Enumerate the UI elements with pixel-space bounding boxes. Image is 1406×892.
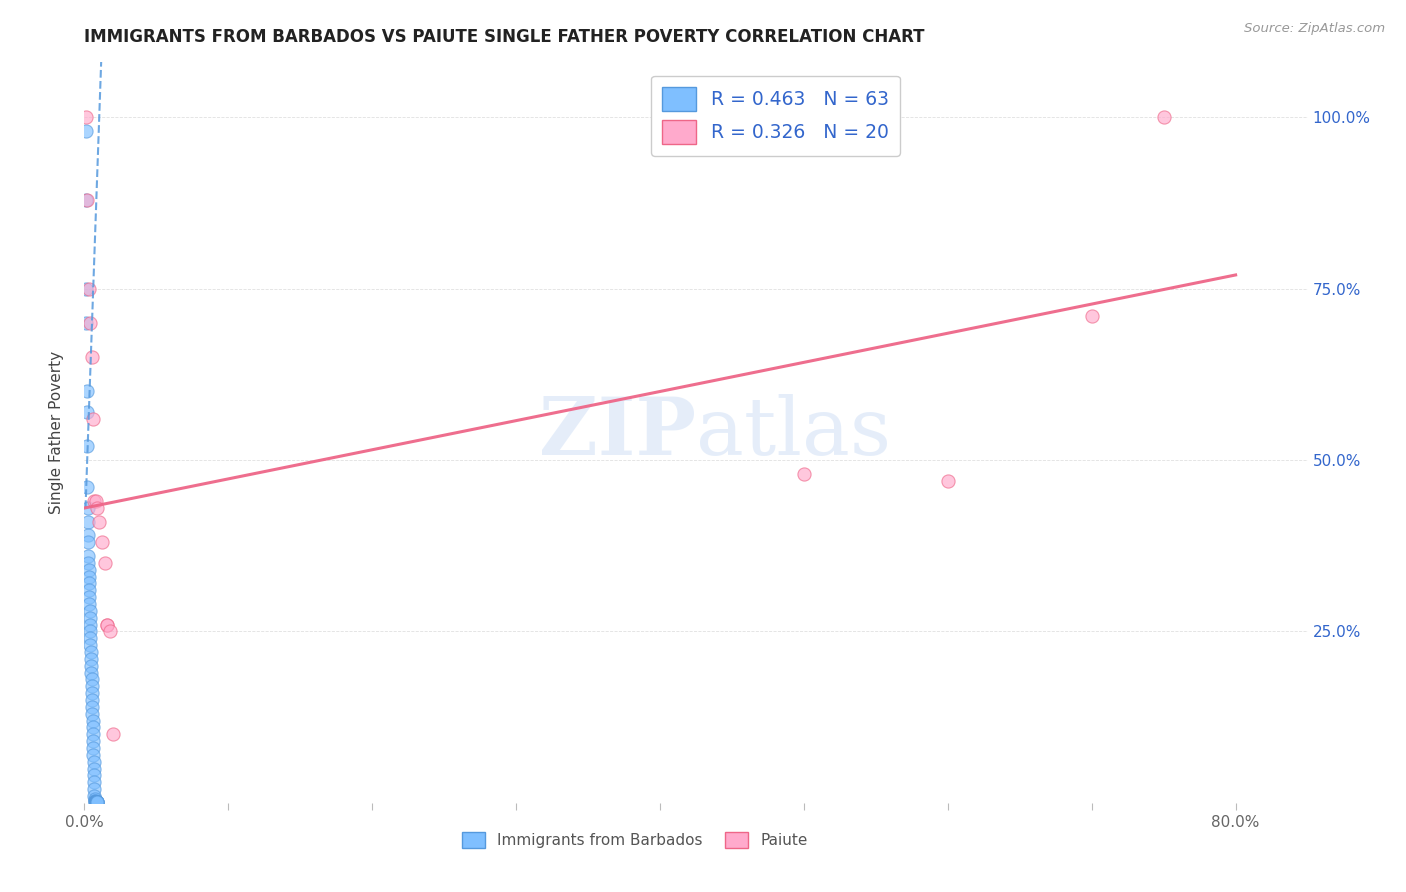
Point [77,549,100,563]
Point [79,638,101,652]
Point [86,501,108,516]
Point [75,316,97,330]
Point [82,734,104,748]
Point [77,282,100,296]
Point [84,794,107,808]
Point [77,569,100,583]
Point [79,597,101,611]
Point [86,795,108,809]
Point [936,474,959,488]
Point [76,405,98,419]
Text: IMMIGRANTS FROM BARBADOS VS PAIUTE SINGLE FATHER POVERTY CORRELATION CHART: IMMIGRANTS FROM BARBADOS VS PAIUTE SINGL… [84,28,925,45]
Point [84,795,107,809]
Point [75,193,97,207]
Point [79,604,101,618]
Point [80,658,103,673]
Point [75,110,97,124]
Point [83,775,105,789]
Point [84,494,107,508]
Point [82,412,104,426]
Point [82,727,104,741]
Point [80,679,103,693]
Point [80,350,103,364]
Point [76,193,98,207]
Point [87,515,110,529]
Point [77,535,100,549]
Point [79,624,101,639]
Point [1080,309,1102,323]
Point [80,645,103,659]
Point [80,665,103,680]
Point [83,794,105,808]
Point [83,782,105,797]
Point [84,795,107,809]
Point [80,652,103,666]
Point [1153,110,1175,124]
Text: ZIP: ZIP [538,393,696,472]
Point [79,617,101,632]
Point [98,624,121,639]
Point [76,501,98,516]
Point [84,795,107,809]
Point [93,556,115,570]
Point [83,789,105,803]
Point [77,563,100,577]
Legend: Immigrants from Barbados, Paiute: Immigrants from Barbados, Paiute [456,826,814,855]
Point [82,706,104,721]
Point [86,795,108,809]
Point [86,795,108,809]
Point [84,795,107,809]
Point [86,795,108,809]
Point [84,795,107,809]
Point [793,467,815,481]
Point [84,795,107,809]
Point [80,673,103,687]
Text: Source: ZipAtlas.com: Source: ZipAtlas.com [1244,22,1385,36]
Point [82,720,104,734]
Point [77,528,100,542]
Point [79,590,101,604]
Point [86,795,108,809]
Point [75,282,97,296]
Point [82,714,104,728]
Point [79,632,101,646]
Point [83,494,105,508]
Point [84,795,107,809]
Point [83,792,105,806]
Point [77,556,100,570]
Point [77,583,100,598]
Point [90,535,112,549]
Point [75,124,97,138]
Point [76,439,98,453]
Point [80,686,103,700]
Point [101,727,124,741]
Point [96,617,118,632]
Point [76,384,98,399]
Point [79,610,101,624]
Point [76,480,98,494]
Point [83,768,105,782]
Point [82,747,104,762]
Point [83,762,105,776]
Point [96,617,118,632]
Point [83,755,105,769]
Point [79,316,101,330]
Y-axis label: Single Father Poverty: Single Father Poverty [49,351,63,514]
Point [77,576,100,591]
Point [76,515,98,529]
Point [82,741,104,756]
Point [82,699,104,714]
Text: atlas: atlas [696,393,891,472]
Point [80,693,103,707]
